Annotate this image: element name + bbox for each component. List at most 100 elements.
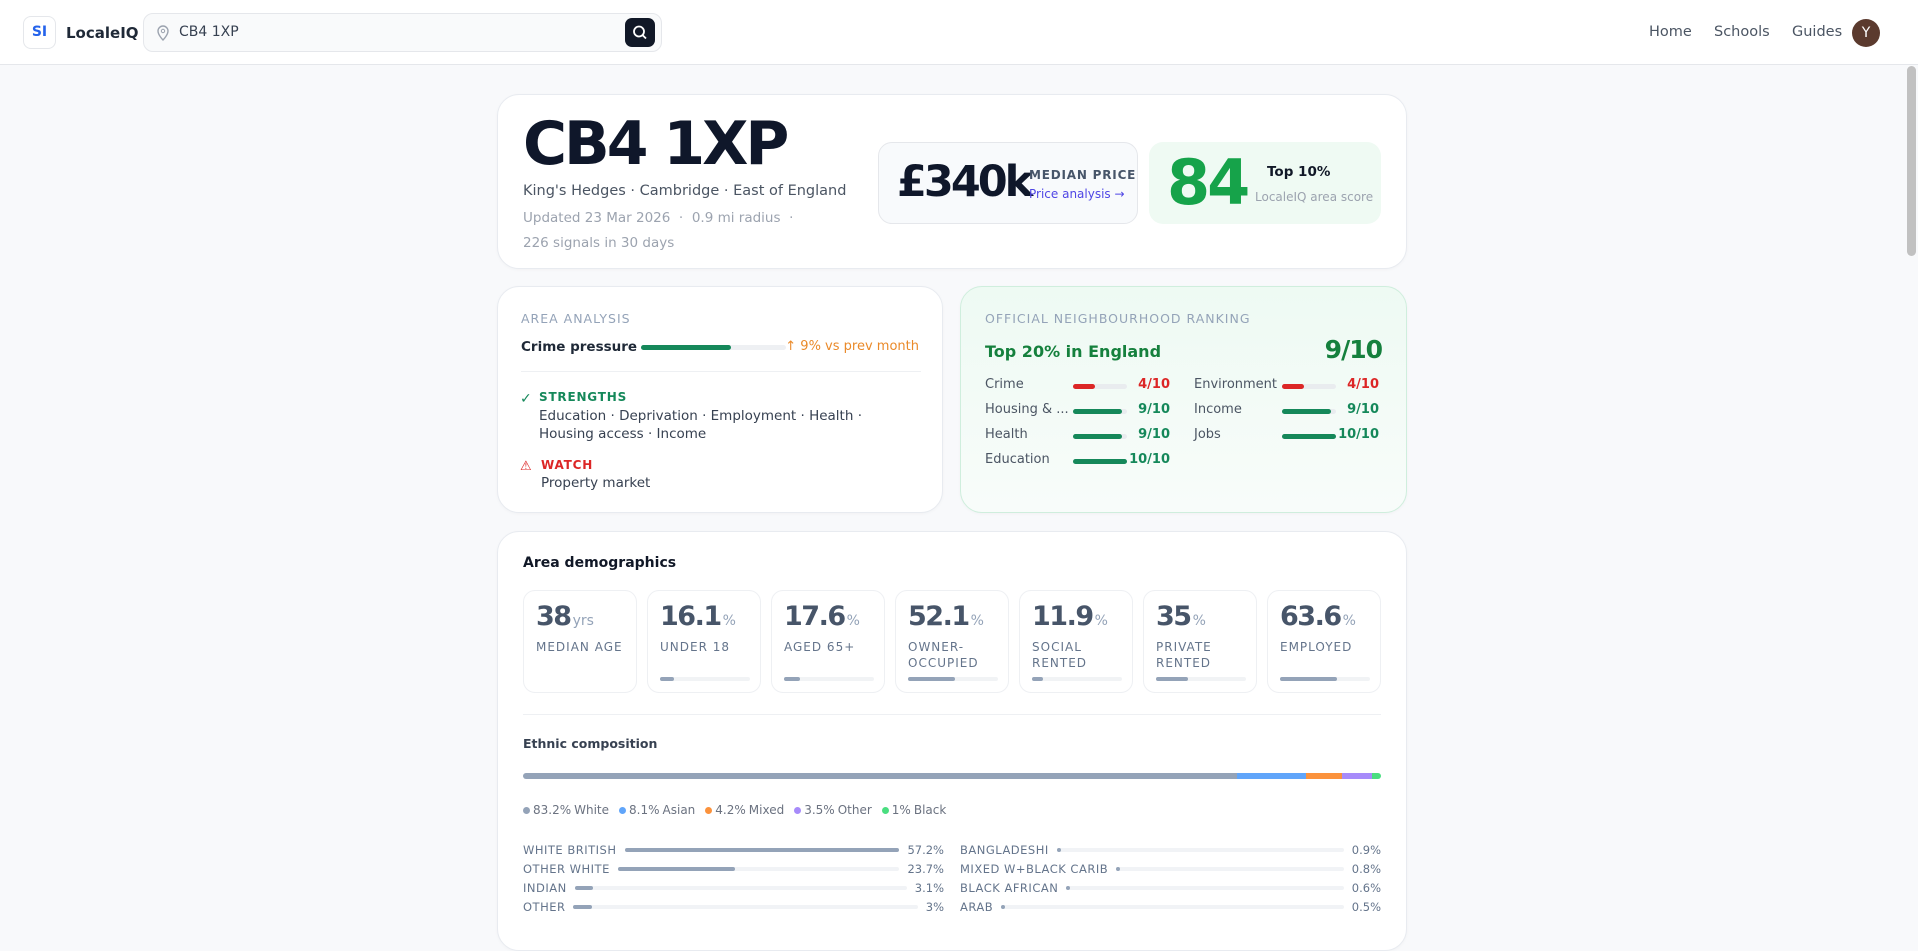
domain-track [1073, 459, 1127, 464]
ranking-summary: Top 20% in England [985, 342, 1162, 361]
ethnic-track [1056, 848, 1344, 852]
domain-track [1282, 384, 1336, 389]
ranking-overall: 9/10 [1324, 335, 1383, 364]
demographics-heading: Area demographics [523, 555, 677, 571]
stat-track [1156, 677, 1246, 681]
ethnic-row: OTHER 3% [523, 900, 944, 914]
legend-value: 8.1% [629, 803, 660, 817]
search-button[interactable] [625, 18, 655, 47]
ethnic-segment [1342, 773, 1373, 779]
ethnic-value: 23.7% [907, 862, 944, 876]
stat-unit: % [722, 613, 736, 629]
nav-link[interactable]: Home [1649, 24, 1692, 40]
legend-item: 83.2% White [523, 803, 609, 817]
ethnic-track [574, 886, 907, 890]
top-bar: SI LocaleIQ CB4 1XP Home Schools Guides Y [0, 0, 1918, 256]
stat-number: 17.6 [784, 601, 846, 632]
stat-value: 63.6% [1280, 601, 1356, 632]
metric-track [641, 345, 786, 350]
ethnic-bar [573, 905, 592, 909]
hero-card: CB4 1XP King's Hedges · Cambridge · East… [497, 94, 1407, 269]
demographics-card: Area demographics 38 yrs MEDIAN AGE 16.1% UN… [497, 531, 1407, 951]
search-box[interactable]: CB4 1XP [143, 13, 662, 52]
stat-card: 52.1% OWNER-OCCUPIED [895, 590, 1009, 693]
avatar[interactable]: Y [1852, 19, 1880, 47]
domain-bar [1073, 384, 1095, 389]
stat-card: 17.6% AGED 65+ [771, 590, 885, 693]
ethnic-bar [1056, 848, 1062, 852]
legend-dot [523, 806, 530, 814]
stat-card: 35% PRIVATE RENTED [1143, 590, 1257, 693]
domain-bar [1282, 409, 1331, 414]
domain-name: Crime [985, 377, 1024, 392]
ethnic-bar [523, 773, 1381, 779]
area-score: 84 [1167, 146, 1250, 219]
ethnic-segment [1236, 773, 1307, 779]
strengths-heading: STRENGTHS [539, 390, 628, 404]
price-link[interactable]: Price analysis → [1029, 187, 1125, 201]
location: King's Hedges · Cambridge · East of Engl… [523, 183, 847, 199]
legend-dot [881, 806, 889, 814]
ethnic-bar [574, 886, 593, 890]
score-rank: Top 10% [1267, 164, 1331, 180]
metric-name: Crime pressure [521, 339, 638, 355]
ethnic-segment [523, 773, 1237, 779]
ethnic-name: WHITE BRITISH [523, 843, 617, 857]
ethnic-bar [1001, 905, 1006, 909]
stat-unit: yrs [572, 613, 594, 629]
score-label: LocaleIQ area score [1255, 190, 1374, 204]
ethnic-track [624, 848, 900, 852]
stat-bar [784, 677, 800, 681]
score-box: 84 Top 10% LocaleIQ area score [1149, 142, 1381, 224]
legend-name: Black [913, 803, 947, 817]
ethnic-name: INDIAN [523, 881, 567, 895]
domain-bar [1073, 459, 1127, 464]
domain-track [1282, 434, 1336, 439]
ethnic-value: 3.1% [914, 881, 944, 895]
ethnic-track [1066, 886, 1344, 890]
stat-track [1032, 677, 1122, 681]
brand[interactable]: LocaleIQ [66, 24, 139, 42]
analysis-card: AREA ANALYSIS Crime pressure ↑ 9% vs pre… [497, 286, 943, 513]
postcode-title: CB4 1XP [523, 109, 789, 179]
ethnic-track [617, 867, 900, 871]
metric-fill [641, 345, 731, 350]
nav-link[interactable]: Guides [1792, 24, 1843, 40]
legend: 83.2% White 8.1% Asian 4.2% Mixed 3.5% Other 1% B… [523, 803, 946, 817]
logo[interactable]: SI [23, 16, 56, 49]
stat-unit: % [1094, 613, 1108, 629]
stat-label: AGED 65+ [784, 640, 856, 654]
scrollbar[interactable] [1907, 66, 1916, 256]
legend-name: White [574, 803, 610, 817]
legend-name: Other [837, 803, 872, 817]
stat-bar [660, 677, 675, 681]
legend-value: 4.2% [715, 803, 746, 817]
legend-value: 3.5% [804, 803, 835, 817]
stat-label: EMPLOYED [1280, 640, 1353, 654]
domain-name: Environment [1194, 377, 1278, 392]
ethnic-name: OTHER [523, 900, 566, 914]
domain-score: 9/10 [1138, 427, 1170, 442]
stat-bar [1032, 677, 1043, 681]
ethnic-value: 0.5% [1351, 900, 1381, 914]
domain-bar [1282, 434, 1336, 439]
nav-link[interactable]: Schools [1714, 24, 1770, 40]
divider [523, 714, 1381, 715]
legend-item: 8.1% Asian [619, 803, 695, 817]
stat-value: 17.6% [784, 601, 860, 632]
ethnic-name: BLACK AFRICAN [960, 881, 1059, 895]
domain-bar [1282, 384, 1304, 389]
ethnic-value: 0.9% [1351, 843, 1381, 857]
ethnic-value: 0.6% [1351, 881, 1381, 895]
domain-bar [1073, 434, 1122, 439]
legend-dot [794, 806, 802, 814]
stat-label: MEDIAN AGE [536, 640, 623, 654]
stat-number: 52.1 [908, 601, 970, 632]
stat-card: 16.1% UNDER 18 [647, 590, 761, 693]
legend-value: 1% [891, 803, 911, 817]
legend-item: 4.2% Mixed [705, 803, 784, 817]
radius: 0.9 mi radius [691, 210, 781, 226]
domain-name: Health [985, 427, 1028, 442]
domain-bar [1073, 409, 1122, 414]
stat-card: 63.6% EMPLOYED [1267, 590, 1381, 693]
